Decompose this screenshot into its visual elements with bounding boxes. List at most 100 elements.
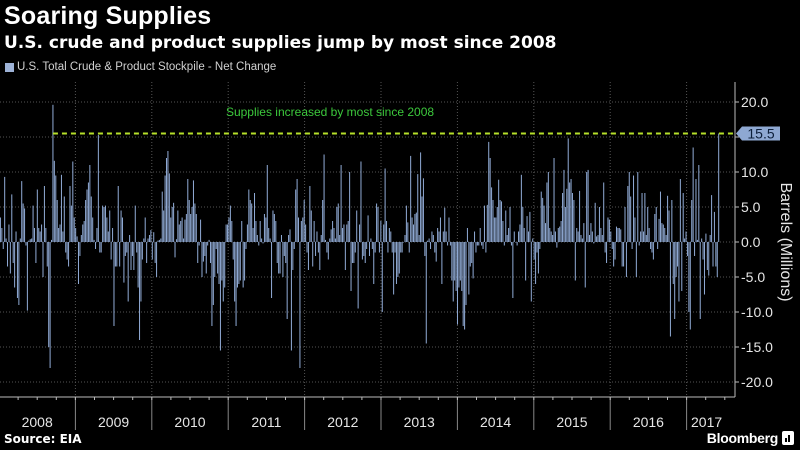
- bar: [384, 168, 386, 242]
- bar: [251, 203, 253, 242]
- bar: [266, 165, 268, 242]
- bar: [83, 221, 85, 242]
- bar: [425, 242, 427, 344]
- bar: [597, 235, 599, 242]
- bar: [381, 242, 383, 312]
- bar: [481, 242, 483, 246]
- bar: [349, 172, 351, 242]
- bar: [587, 169, 589, 242]
- bar: [100, 242, 102, 253]
- bar: [170, 217, 172, 242]
- bar: [567, 138, 569, 242]
- bar: [357, 242, 359, 309]
- bar: [130, 242, 132, 270]
- bar: [677, 242, 679, 267]
- bar: [699, 242, 701, 319]
- bar: [53, 160, 55, 242]
- bar: [706, 242, 708, 270]
- bar: [536, 242, 538, 253]
- bar: [246, 224, 248, 242]
- bar: [231, 221, 233, 242]
- bar: [56, 200, 58, 242]
- bar: [21, 181, 23, 242]
- bar: [593, 242, 595, 244]
- bar: [306, 242, 308, 253]
- bar: [279, 242, 281, 274]
- bar: [198, 242, 200, 246]
- bar: [36, 189, 38, 242]
- bar: [583, 223, 585, 242]
- bar: [529, 211, 531, 242]
- bar: [532, 238, 534, 242]
- bar: [89, 165, 91, 242]
- bar: [493, 217, 495, 242]
- bar: [434, 242, 436, 253]
- bar: [394, 242, 396, 253]
- bar: [312, 242, 314, 267]
- y-tick-label: 5.0: [741, 199, 761, 215]
- bar: [121, 217, 124, 242]
- bar: [448, 217, 450, 242]
- bar: [659, 191, 661, 242]
- bar: [451, 242, 453, 281]
- y-axis: 20.0 10.0 5.0 0.0 -5.0 -10.0 -15.0 -20.0 Barrels…: [734, 82, 794, 397]
- bar: [513, 231, 515, 242]
- bar: [539, 242, 541, 249]
- bar: [192, 180, 194, 242]
- bar: [244, 242, 246, 281]
- bar: [319, 242, 321, 270]
- bar: [391, 242, 393, 253]
- bar: [323, 154, 325, 242]
- bar: [290, 242, 292, 351]
- legend-swatch: [5, 62, 14, 72]
- bar: [530, 242, 532, 302]
- bar: [543, 205, 545, 242]
- bar: [615, 226, 617, 242]
- bar: [554, 231, 556, 242]
- bar: [395, 242, 397, 284]
- bar: [209, 242, 212, 263]
- bar: [92, 217, 94, 242]
- bar: [442, 231, 444, 242]
- bar: [415, 212, 417, 242]
- bar: [68, 242, 70, 267]
- bar: [90, 196, 92, 242]
- bar: [581, 238, 583, 242]
- bar: [185, 214, 187, 242]
- bar: [14, 242, 16, 288]
- bar: [498, 179, 500, 242]
- bar: [648, 228, 650, 242]
- bar: [400, 242, 402, 253]
- bar: [144, 217, 146, 242]
- bar: [45, 228, 47, 242]
- x-tick-label: 2016: [633, 414, 664, 430]
- bar: [713, 211, 715, 242]
- bar: [650, 242, 652, 249]
- bar: [70, 205, 72, 242]
- bar: [631, 242, 633, 249]
- bar: [499, 200, 501, 242]
- bar: [286, 242, 288, 319]
- bar: [238, 242, 240, 284]
- bar: [239, 242, 241, 281]
- bar: [302, 217, 304, 242]
- bar: [300, 221, 302, 242]
- bar: [424, 242, 426, 256]
- bar: [652, 242, 654, 260]
- bar: [313, 221, 315, 242]
- bloomberg-icon: [782, 431, 794, 445]
- bar: [187, 179, 189, 242]
- bar: [624, 207, 626, 242]
- bar: [139, 242, 141, 340]
- bar: [428, 238, 430, 242]
- bar: [566, 188, 568, 242]
- bar: [305, 224, 307, 242]
- bar: [468, 242, 470, 295]
- y-tick-label: 0.0: [741, 234, 761, 250]
- bar: [584, 242, 586, 288]
- bar: [232, 242, 234, 260]
- bar: [559, 226, 561, 242]
- bar: [637, 172, 639, 242]
- bar: [590, 223, 592, 242]
- bar: [371, 242, 373, 249]
